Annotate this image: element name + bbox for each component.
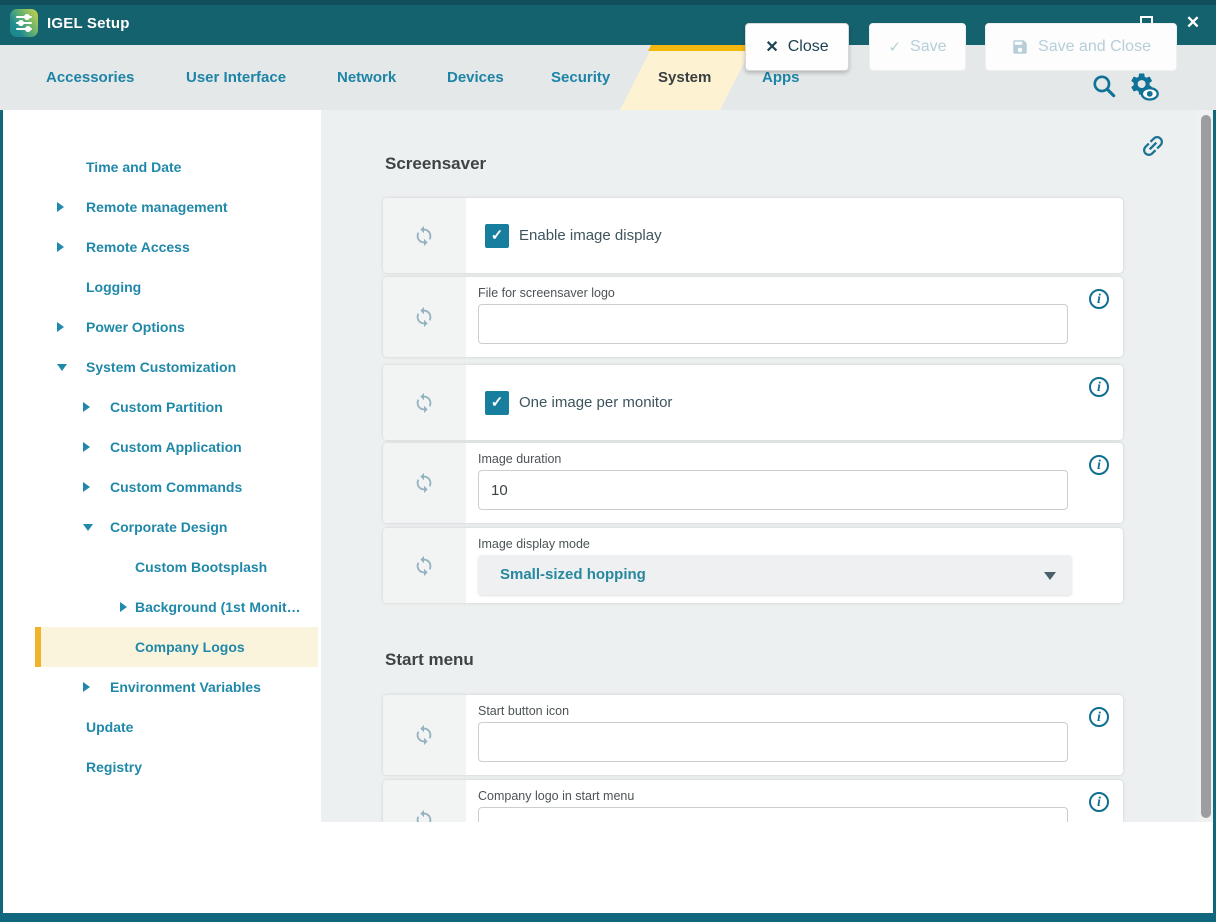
nav-item-environment-variables[interactable]: Environment Variables bbox=[3, 667, 321, 707]
nav-item-custom-partition[interactable]: Custom Partition bbox=[3, 387, 321, 427]
collapsed-arrow-icon[interactable] bbox=[57, 242, 64, 252]
tab-network[interactable]: Network bbox=[337, 69, 397, 86]
sync-icon bbox=[416, 724, 432, 746]
field-label: Company logo in start menu bbox=[478, 789, 635, 803]
nav-item-time-and-date[interactable]: Time and Date bbox=[86, 159, 182, 175]
sync-icon bbox=[416, 225, 432, 246]
info-icon[interactable]: i bbox=[1089, 792, 1109, 812]
start-button-icon-input[interactable] bbox=[478, 722, 1068, 762]
selected-item-highlight bbox=[35, 627, 318, 667]
field-label: Start button icon bbox=[478, 704, 570, 718]
close-x-icon: ✕ bbox=[765, 39, 779, 56]
checkbox-label: One image per monitor bbox=[519, 393, 673, 411]
nav-item-logging[interactable]: Logging bbox=[86, 279, 142, 295]
tab-devices[interactable]: Devices bbox=[447, 69, 504, 86]
link-icon[interactable] bbox=[1139, 132, 1167, 165]
reset-strip bbox=[383, 695, 466, 775]
company-logo-in-start-menu-input[interactable] bbox=[478, 807, 1068, 822]
field-label: Image display mode bbox=[478, 537, 590, 551]
sync-icon bbox=[416, 306, 432, 328]
reset-strip bbox=[383, 365, 466, 440]
info-icon[interactable]: i bbox=[1089, 707, 1109, 727]
reset-strip bbox=[383, 277, 466, 357]
section-title-start-menu: Start menu bbox=[385, 650, 474, 669]
expanded-arrow-icon[interactable] bbox=[57, 364, 67, 371]
nav-item-custom-commands[interactable]: Custom Commands bbox=[3, 467, 321, 507]
collapsed-arrow-icon[interactable] bbox=[83, 482, 90, 492]
enable-image-display-checkbox[interactable]: ✓ bbox=[485, 223, 509, 248]
collapsed-arrow-icon[interactable] bbox=[57, 322, 64, 332]
search-icon[interactable] bbox=[1090, 72, 1118, 105]
sync-icon bbox=[416, 809, 432, 822]
collapsed-arrow-icon[interactable] bbox=[57, 202, 64, 212]
nav-item-system-customization[interactable]: System Customization bbox=[3, 347, 321, 387]
window-border-bottom bbox=[0, 913, 1216, 922]
sync-icon bbox=[416, 472, 432, 494]
reset-strip bbox=[383, 198, 466, 273]
one-image-per-monitor-checkbox[interactable]: ✓ bbox=[485, 390, 509, 415]
footer-bar bbox=[3, 822, 1213, 913]
setting-row-image-duration: Image duration i bbox=[383, 443, 1123, 523]
collapsed-arrow-icon[interactable] bbox=[83, 442, 90, 452]
checkbox-label: Enable image display bbox=[519, 226, 662, 244]
window-border-left bbox=[0, 0, 3, 922]
expanded-arrow-icon[interactable] bbox=[83, 524, 93, 531]
collapsed-arrow-icon[interactable] bbox=[83, 682, 90, 692]
setting-row-company-logo-in-start-menu: Company logo in start menu i bbox=[383, 780, 1123, 822]
check-icon: ✓ bbox=[888, 39, 902, 56]
reset-strip bbox=[383, 443, 466, 523]
save-button[interactable]: ✓ Save bbox=[869, 23, 966, 71]
tab-security[interactable]: Security bbox=[551, 69, 611, 86]
info-icon[interactable]: i bbox=[1089, 377, 1109, 397]
tab-user-interface[interactable]: User Interface bbox=[186, 69, 287, 86]
reset-strip bbox=[383, 780, 466, 822]
title-bar: IGEL Setup ✕ bbox=[0, 0, 1216, 45]
nav-item-background-1st-monitor[interactable]: Background (1st Monit… bbox=[3, 587, 321, 627]
nav-item-custom-application[interactable]: Custom Application bbox=[3, 427, 321, 467]
file-for-screensaver-logo-input[interactable] bbox=[478, 304, 1068, 344]
floppy-disk-icon bbox=[1013, 40, 1027, 54]
nav-item-corporate-design[interactable]: Corporate Design bbox=[3, 507, 321, 547]
collapsed-arrow-icon[interactable] bbox=[83, 402, 90, 412]
info-icon[interactable]: i bbox=[1089, 289, 1109, 309]
field-label: File for screensaver logo bbox=[478, 286, 615, 300]
tab-system[interactable]: System bbox=[658, 69, 712, 86]
close-window-button[interactable]: ✕ bbox=[1185, 13, 1201, 32]
image-display-mode-select[interactable]: Small-sized hopping bbox=[478, 555, 1072, 595]
tab-accessories[interactable]: Accessories bbox=[46, 69, 135, 86]
setting-row-file-for-screensaver-logo: File for screensaver logo i bbox=[383, 277, 1123, 357]
settings-nav-tree: Time and Date Remote management Remote A… bbox=[3, 110, 321, 822]
window-title: IGEL Setup bbox=[47, 15, 130, 32]
igel-logo-icon bbox=[10, 9, 38, 37]
nav-item-company-logos[interactable]: Company Logos bbox=[3, 627, 321, 667]
image-duration-input[interactable] bbox=[478, 470, 1068, 510]
settings-panel: Screensaver ✓ Enable image display File … bbox=[321, 110, 1213, 822]
nav-item-registry[interactable]: Registry bbox=[86, 759, 143, 775]
tab-apps[interactable]: Apps bbox=[762, 69, 800, 86]
save-and-close-button[interactable]: Save and Close bbox=[985, 23, 1177, 71]
sync-icon bbox=[416, 392, 432, 413]
scrollbar-thumb[interactable] bbox=[1201, 115, 1211, 818]
chevron-down-icon bbox=[1044, 572, 1056, 580]
nav-item-update[interactable]: Update bbox=[86, 719, 134, 735]
nav-item-remote-access[interactable]: Remote Access bbox=[3, 227, 321, 267]
setting-row-one-image-per-monitor: ✓ One image per monitor i bbox=[383, 365, 1123, 440]
gear-eye-icon[interactable] bbox=[1128, 72, 1160, 107]
select-value: Small-sized hopping bbox=[500, 566, 646, 583]
reset-strip bbox=[383, 528, 466, 603]
close-button[interactable]: ✕ Close bbox=[745, 23, 849, 71]
nav-item-remote-management[interactable]: Remote management bbox=[3, 187, 321, 227]
field-label: Image duration bbox=[478, 452, 562, 466]
sync-icon bbox=[416, 555, 432, 576]
info-icon[interactable]: i bbox=[1089, 455, 1109, 475]
section-title-screensaver: Screensaver bbox=[385, 154, 487, 173]
titlebar-top-edge bbox=[0, 0, 1216, 5]
collapsed-arrow-icon[interactable] bbox=[120, 602, 127, 612]
nav-item-power-options[interactable]: Power Options bbox=[3, 307, 321, 347]
nav-item-custom-bootsplash[interactable]: Custom Bootsplash bbox=[135, 559, 268, 575]
setting-row-image-display-mode: Image display mode Small-sized hopping bbox=[383, 528, 1123, 603]
setting-row-enable-image-display: ✓ Enable image display bbox=[383, 198, 1123, 273]
window-border-right bbox=[1213, 0, 1216, 922]
setting-row-start-button-icon: Start button icon i bbox=[383, 695, 1123, 775]
